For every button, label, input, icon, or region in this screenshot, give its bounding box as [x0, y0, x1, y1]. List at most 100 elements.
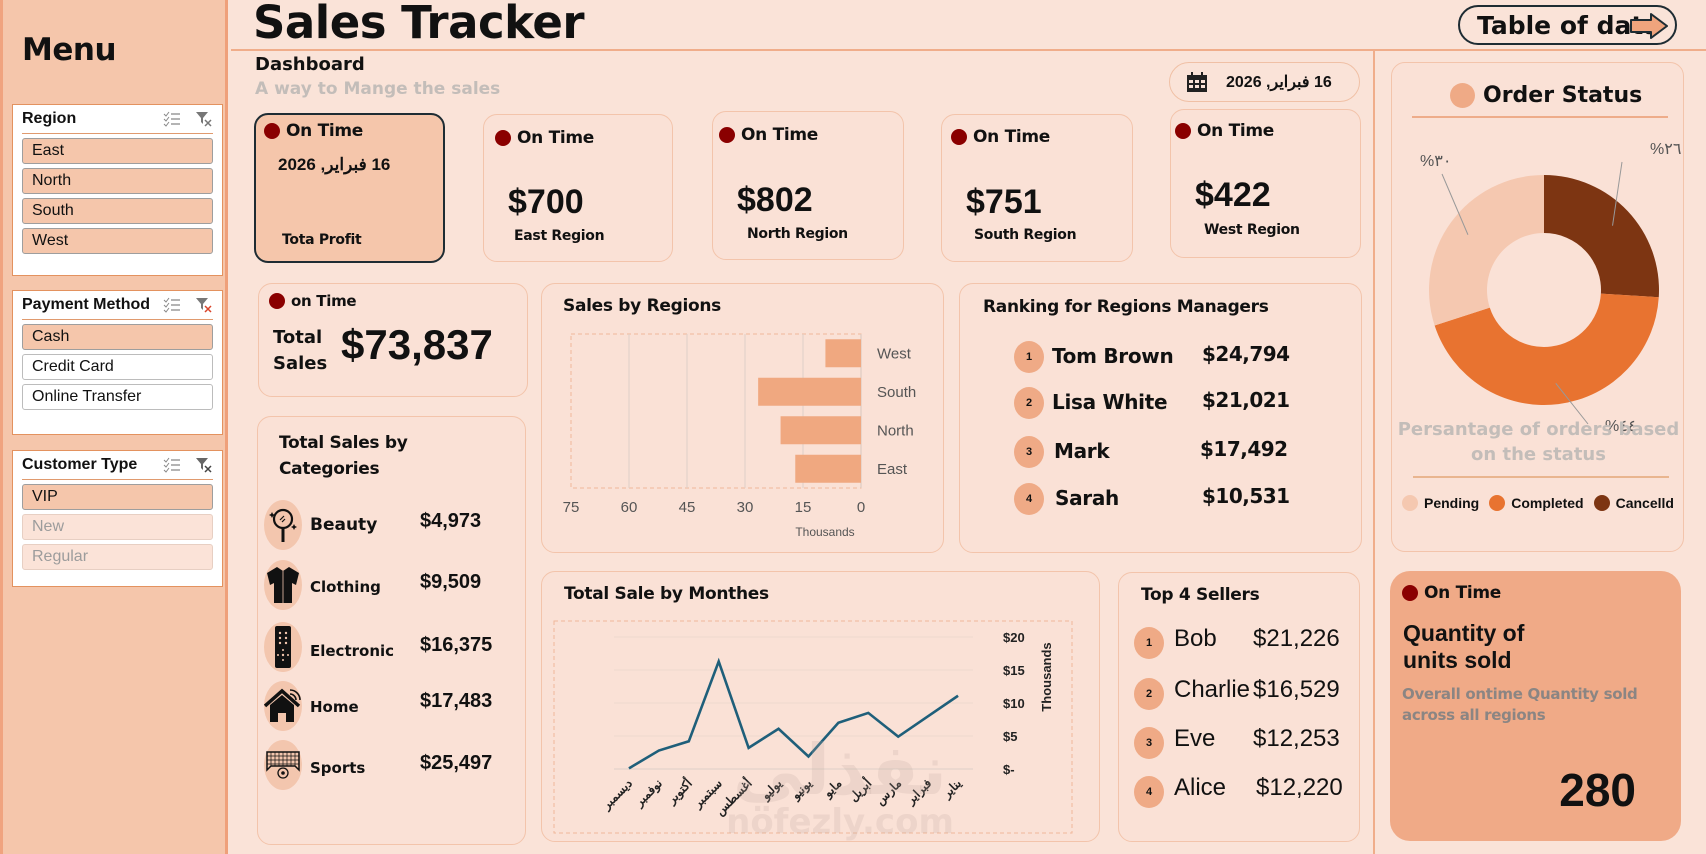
north-region-card: On Time $802 North Region	[712, 111, 904, 260]
category-row: Sports $25,497	[264, 740, 504, 792]
page-title: Sales Tracker	[253, 0, 585, 49]
x-tick-label: 0	[857, 499, 865, 516]
order-status-title: Order Status	[1483, 83, 1643, 108]
sellers-title: Top 4 Sellers	[1141, 585, 1260, 605]
clear-filter-icon[interactable]	[195, 457, 213, 473]
slicer-item-credit-card[interactable]: Credit Card	[22, 354, 213, 380]
rank-badge: 3	[1014, 436, 1044, 468]
quantity-description: Overall ontime Quantity sold across all …	[1402, 684, 1638, 726]
total-sales-card: on Time Total Sales $73,837	[258, 283, 528, 397]
donut-slice-cancelld	[1544, 175, 1659, 298]
slicer-item-vip[interactable]: VIP	[22, 484, 213, 510]
x-tick-label: فبراير	[903, 776, 935, 808]
calendar-icon	[1187, 72, 1207, 92]
multi-select-icon[interactable]	[163, 111, 181, 127]
x-tick-label: أكتوبر	[663, 776, 695, 808]
slicer-header: Customer Type	[22, 451, 213, 480]
order-status-panel: Order Status %٢٦ %٤٤ %٣٠ Persantage of ord…	[1391, 62, 1684, 552]
shirt-icon	[264, 560, 302, 610]
slicer-item-west[interactable]: West	[22, 228, 213, 254]
slicer-item-east[interactable]: East	[22, 138, 213, 164]
rank-badge: 1	[1134, 627, 1164, 659]
quantity-card: On Time Quantity of units sold Overall o…	[1390, 571, 1681, 841]
south-region-label: South Region	[974, 227, 1077, 243]
category-label: South	[877, 384, 916, 401]
chart-title: Total Sale by Monthes	[564, 584, 769, 604]
category-label: North	[877, 422, 914, 439]
slicer-item-south[interactable]: South	[22, 198, 213, 224]
status-badge: On Time	[1402, 583, 1501, 603]
category-row: Home $17,483	[264, 681, 504, 733]
status-dot-icon	[495, 130, 511, 146]
table-of-data-button[interactable]: Table of data	[1458, 5, 1677, 45]
seller-name: Charlie	[1174, 676, 1251, 703]
status-dot-icon	[951, 129, 967, 145]
desc-line: Overall ontime Quantity sold	[1402, 685, 1638, 703]
seller-name: Alice	[1174, 774, 1227, 801]
status-badge: On Time	[719, 125, 818, 145]
category-label: East	[877, 461, 908, 478]
manager-name: Mark	[1054, 439, 1110, 463]
manager-sales: $10,531	[1202, 484, 1290, 508]
slicer-item-regular[interactable]: Regular	[22, 544, 213, 570]
y-tick-label: $15	[1003, 663, 1025, 678]
south-region-value: $751	[966, 183, 1042, 221]
manager-name: Tom Brown	[1052, 344, 1174, 368]
status-label: On Time	[1424, 583, 1502, 603]
arrow-right-icon	[1630, 13, 1668, 39]
west-region-label: West Region	[1204, 222, 1300, 238]
divider	[1413, 476, 1669, 478]
sales-line	[628, 657, 959, 770]
status-badge: On Time	[264, 121, 363, 141]
x-tick-label: 15	[795, 499, 812, 516]
slicer-title: Payment Method	[22, 296, 151, 313]
slicer-title: Region	[22, 110, 77, 127]
status-dot-icon	[1175, 123, 1191, 139]
seller-sales: $12,253	[1253, 725, 1340, 752]
slicer-item-new[interactable]: New	[22, 514, 213, 540]
x-tick-label: نوفمبر	[631, 776, 665, 810]
rank-badge: 2	[1134, 678, 1164, 710]
x-tick-label: أبريل	[846, 776, 876, 806]
slicer-item-north[interactable]: North	[22, 168, 213, 194]
multi-select-icon[interactable]	[163, 457, 181, 473]
plot-area	[553, 620, 1073, 834]
data-label: %٢٦	[1650, 141, 1681, 158]
order-status-header: Order Status	[1450, 83, 1642, 108]
clear-filter-icon[interactable]	[195, 111, 213, 127]
quantity-title: Quantity of units sold	[1403, 620, 1524, 674]
rank-badge: 1	[1014, 341, 1044, 373]
order-status-dot-icon	[1450, 83, 1475, 108]
legend-swatch-pending	[1402, 495, 1418, 511]
rank-badge: 2	[1014, 387, 1044, 419]
category-value: $16,375	[420, 634, 493, 656]
divider	[1412, 116, 1668, 118]
data-label: %٣٠	[1420, 153, 1451, 170]
total-profit-card: On Time 16 فبراير, 2026 Tota Profit	[254, 113, 445, 263]
status-dot-icon	[264, 123, 280, 139]
x-tick-label: مايو	[820, 776, 845, 801]
slicer-item-online-transfer[interactable]: Online Transfer	[22, 384, 213, 410]
slicer-item-cash[interactable]: Cash	[22, 324, 213, 350]
y-tick-label: $-	[1003, 762, 1015, 777]
category-name: Home	[310, 698, 359, 716]
status-label: On Time	[517, 128, 595, 148]
seller-name: Bob	[1174, 625, 1217, 652]
bar-west	[825, 339, 861, 368]
status-badge: On Time	[1175, 121, 1274, 141]
category-name: Clothing	[310, 578, 381, 596]
clear-filter-icon[interactable]	[195, 297, 213, 313]
soccer-goal-icon	[264, 740, 302, 790]
y-tick-label: $20	[1003, 630, 1025, 645]
north-region-value: $802	[737, 181, 813, 219]
status-badge: on Time	[269, 292, 357, 310]
category-name: Electronic	[310, 642, 395, 660]
region-slicer: Region East North South West	[12, 104, 223, 276]
dashboard-label: Dashboard	[255, 54, 365, 75]
donut-legend: Pending Completed Cancelld	[1402, 495, 1678, 511]
slicer-title: Customer Type	[22, 456, 138, 473]
beauty-mirror-icon	[264, 500, 302, 550]
leader-line	[1555, 382, 1589, 425]
date-chip[interactable]: 16 فبراير, 2026	[1169, 62, 1360, 102]
multi-select-icon[interactable]	[163, 297, 181, 313]
